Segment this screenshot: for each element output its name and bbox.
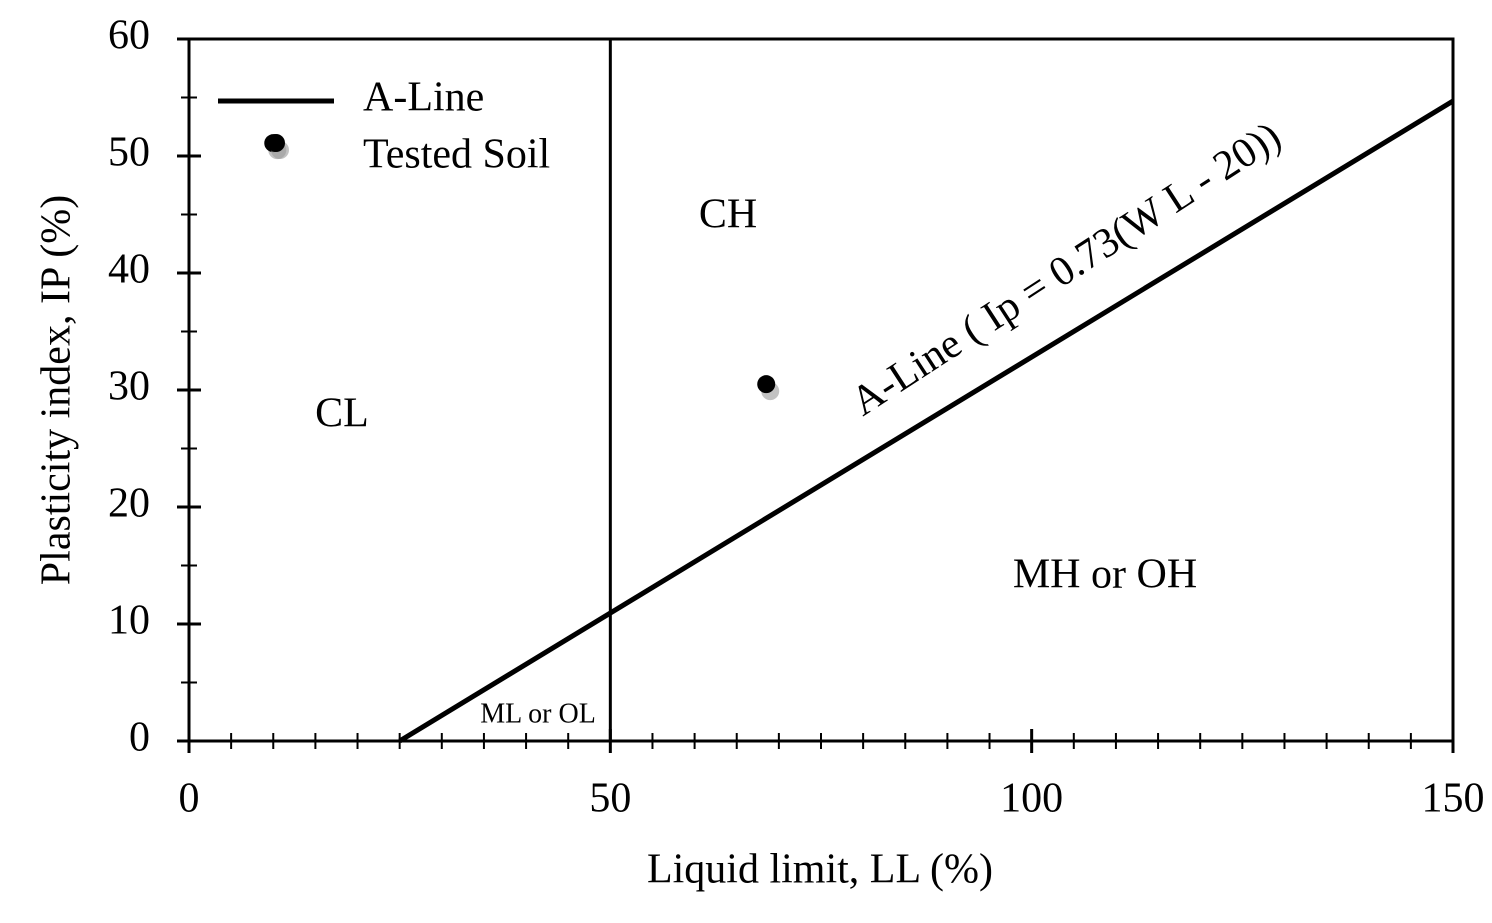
annotation: CL <box>315 391 369 437</box>
data-point <box>757 375 776 394</box>
y-tick-label: 0 <box>129 715 150 761</box>
x-axis-label: Liquid limit, LL (%) <box>647 847 993 893</box>
x-tick-label: 150 <box>1422 776 1485 822</box>
x-tick-label: 0 <box>179 776 200 822</box>
legend-label: Tested Soil <box>363 132 550 178</box>
annotation: ML or OL <box>480 698 596 729</box>
y-axis-label: Plasticity index, IP (%) <box>34 195 80 585</box>
annotation: MH or OH <box>1013 552 1197 598</box>
annotation: CH <box>699 192 757 238</box>
legend-label: A-Line <box>363 75 484 121</box>
x-tick-label: 100 <box>1000 776 1063 822</box>
y-tick-label: 60 <box>108 13 150 59</box>
a-line <box>398 98 1455 744</box>
y-tick-label: 40 <box>108 247 150 293</box>
legend-swatch <box>267 134 285 152</box>
x-tick-label: 50 <box>589 776 631 822</box>
y-tick-label: 20 <box>108 481 150 527</box>
annotation: A-Line ( Ip = 0.73(W L - 20)) <box>843 113 1289 425</box>
y-tick-label: 30 <box>108 364 150 410</box>
y-tick-label: 10 <box>108 598 150 644</box>
y-tick-label: 50 <box>108 130 150 176</box>
